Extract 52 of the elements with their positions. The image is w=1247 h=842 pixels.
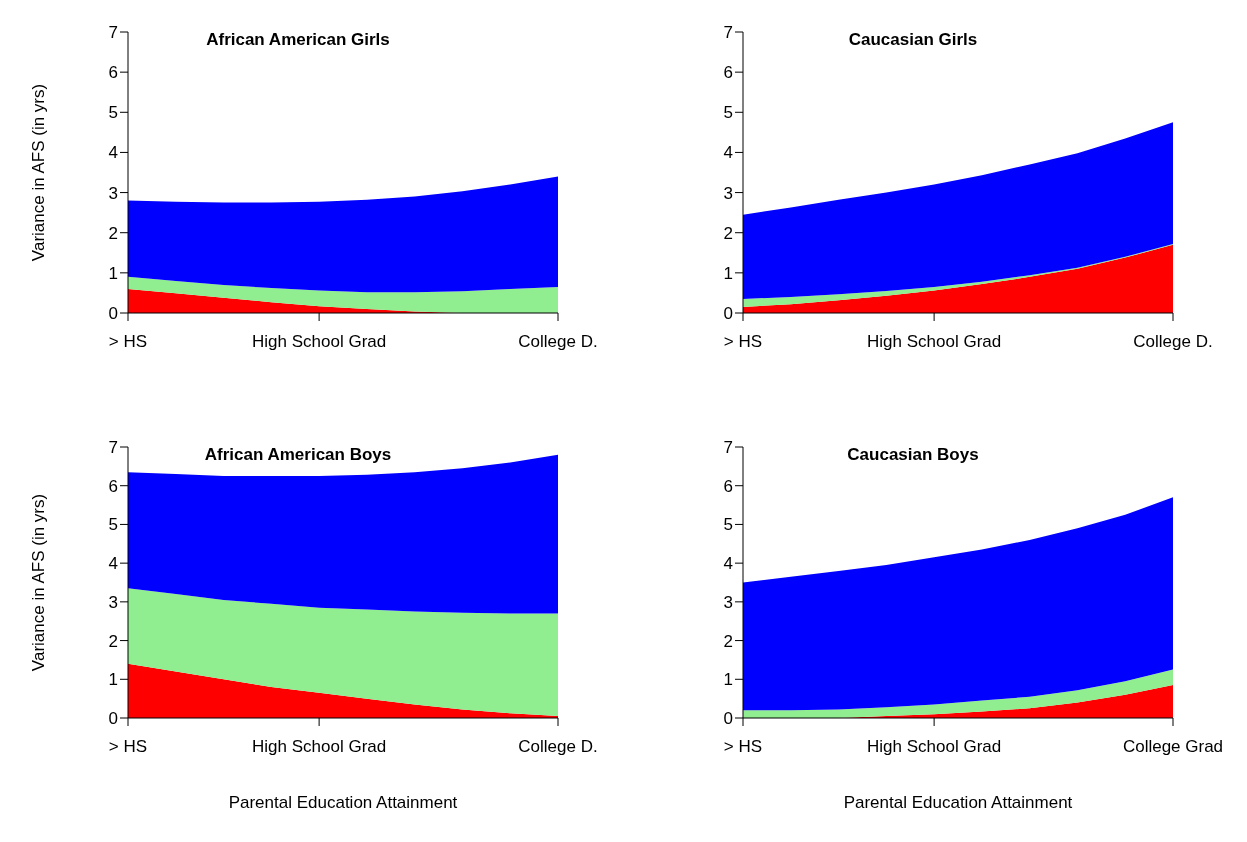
x-tick-label: College D. [518,737,598,757]
y-tick-label: 7 [723,438,733,458]
y-tick-label: 3 [723,183,733,203]
y-tick-label: 4 [108,554,118,574]
y-tick-label: 1 [723,670,733,690]
y-tick-label: 6 [723,63,733,83]
chart-title: African American Girls [206,30,390,49]
x-tick-label: High School Grad [867,737,1002,757]
x-tick-label: > HS [723,332,763,352]
x-axis-title: Parental Education Attainment [228,793,458,812]
y-tick-label: 6 [108,476,118,496]
x-tick-label: High School Grad [252,332,387,352]
y-tick-label: 2 [108,631,118,651]
y-tick-label: 7 [108,438,118,458]
y-tick-label: 1 [108,670,118,690]
chart-title: Caucasian Boys [847,445,979,464]
y-tick-label: 2 [108,223,118,243]
x-tick-label: > HS [108,332,148,352]
y-tick-label: 7 [108,23,118,43]
y-tick-label: 5 [108,515,118,535]
y-tick-label: 0 [108,709,118,729]
y-tick-label: 5 [108,103,118,123]
y-tick-label: 7 [723,23,733,43]
x-tick-label: > HS [723,737,763,757]
y-tick-label: 0 [723,709,733,729]
x-tick-label: > HS [108,737,148,757]
x-tick-label: College Grad [1122,737,1224,757]
x-tick-label: College D. [518,332,598,352]
y-tick-label: 4 [723,143,733,163]
y-axis-title: Variance in AFS (in yrs) [29,493,49,672]
y-tick-label: 2 [723,223,733,243]
x-axis-title: Parental Education Attainment [843,793,1073,812]
y-tick-label: 3 [723,592,733,612]
y-tick-label: 5 [723,103,733,123]
y-tick-label: 1 [723,263,733,283]
y-tick-label: 3 [108,592,118,612]
y-tick-label: 1 [108,263,118,283]
y-tick-label: 0 [723,304,733,324]
chart-title: Caucasian Girls [848,30,978,49]
y-tick-label: 4 [723,554,733,574]
x-tick-label: College D. [1133,332,1213,352]
x-tick-label: High School Grad [252,737,387,757]
y-tick-label: 3 [108,183,118,203]
chart-title: African American Boys [204,445,392,464]
y-tick-label: 0 [108,304,118,324]
y-axis-title: Variance in AFS (in yrs) [29,83,49,262]
y-tick-label: 4 [108,143,118,163]
x-tick-label: High School Grad [867,332,1002,352]
y-tick-label: 2 [723,631,733,651]
y-tick-label: 6 [108,63,118,83]
y-tick-label: 6 [723,476,733,496]
y-tick-label: 5 [723,515,733,535]
